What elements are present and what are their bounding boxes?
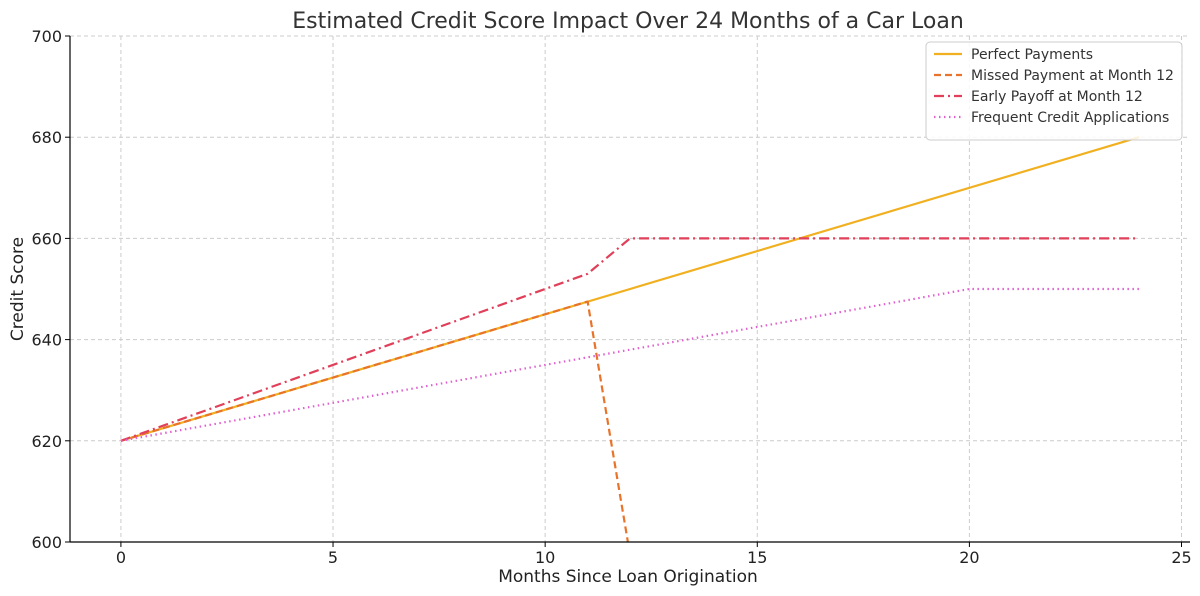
x-tick-label: 20 — [959, 548, 979, 567]
series-line-2 — [120, 300, 630, 542]
y-tick-label: 700 — [31, 27, 62, 46]
series-line-3 — [120, 237, 1140, 442]
x-tick-label: 25 — [1171, 548, 1191, 567]
legend-entry-2: Missed Payment at Month 12 — [971, 68, 1174, 84]
chart-title: Estimated Credit Score Impact Over 24 Mo… — [292, 9, 964, 34]
y-axis-label: Credit Score — [8, 237, 28, 341]
x-axis-label: Months Since Loan Origination — [498, 567, 758, 587]
legend-frame — [925, 41, 1183, 141]
y-tick-label: 600 — [31, 533, 62, 552]
x-tick-label: 10 — [535, 548, 555, 567]
y-tick-label: 660 — [31, 229, 62, 248]
y-tick-label: 640 — [31, 331, 62, 350]
legend-entry-1: Perfect Payments — [971, 47, 1093, 63]
legend: Perfect Payments Missed Payment at Month … — [925, 41, 1183, 141]
tick-labels: 0 5 10 15 20 25 600 620 640 660 680 700 — [31, 27, 1191, 567]
legend-entry-3: Early Payoff at Month 12 — [971, 89, 1143, 105]
y-tick-label: 620 — [31, 432, 62, 451]
legend-entry-4: Frequent Credit Applications — [971, 110, 1169, 126]
y-tick-label: 680 — [31, 128, 62, 147]
x-tick-label: 5 — [328, 548, 338, 567]
x-tick-label: 0 — [116, 548, 126, 567]
series-line-4 — [120, 287, 1140, 442]
x-tick-label: 15 — [747, 548, 767, 567]
axes — [65, 35, 1190, 547]
series-layer — [120, 136, 1140, 542]
